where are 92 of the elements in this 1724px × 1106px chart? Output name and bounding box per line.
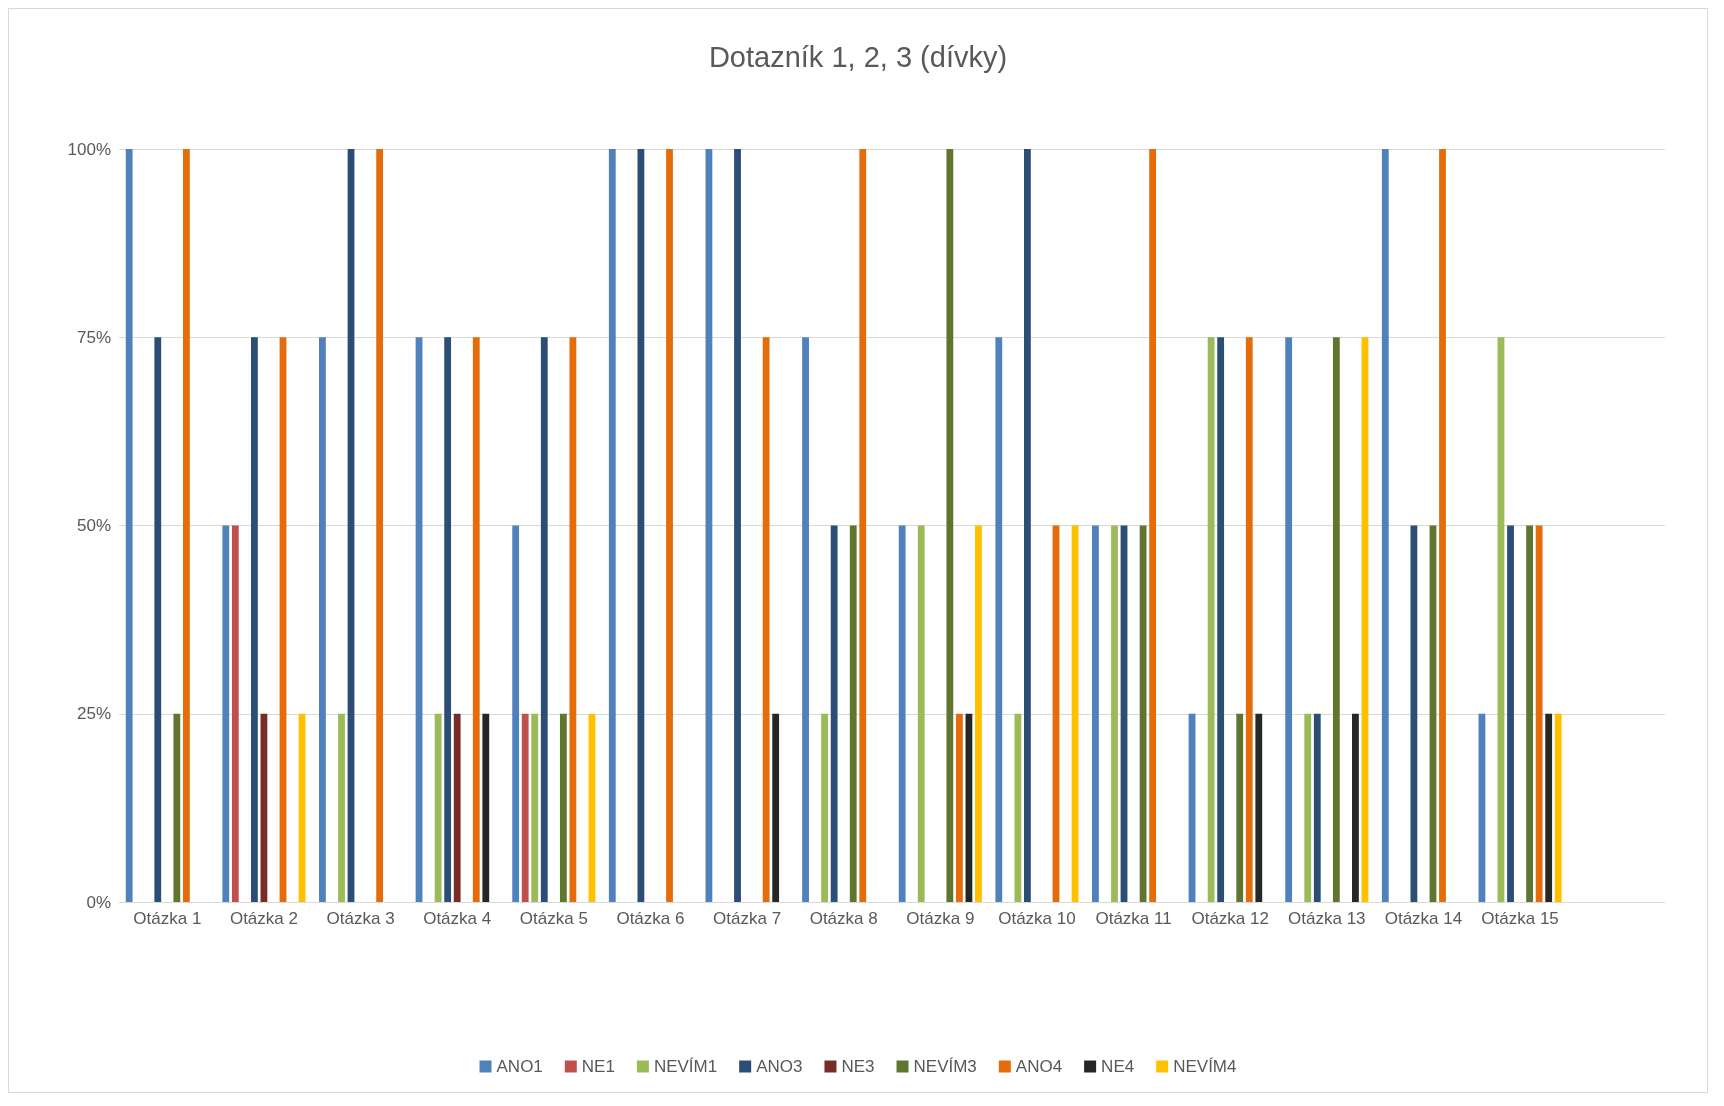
bar [1507,525,1514,902]
bar [762,337,770,902]
y-tick-label: 0% [86,892,111,912]
bar [251,337,258,902]
x-tick-label: Otázka 6 [616,909,685,928]
bar [1139,525,1147,902]
bar [802,337,809,902]
bar [1245,337,1253,902]
bar [1439,149,1446,902]
x-tick-label: Otázka 14 [1384,909,1463,928]
bar [1313,713,1321,902]
bar [338,713,345,902]
bar [1255,713,1263,902]
bar [319,337,326,902]
x-tick-label: Otázka 7 [713,909,782,928]
x-tick-label: Otázka 10 [998,909,1076,928]
x-tick-label: Otázka 2 [229,909,298,928]
bar [1149,149,1157,902]
bar [666,149,673,902]
bar [1526,525,1533,902]
bar [995,337,1003,902]
bar [182,149,190,902]
bar [154,337,162,902]
bar [917,525,925,902]
bar [772,713,780,902]
legend-label: NEVÍM1 [653,1057,718,1076]
bar [975,525,982,902]
legend-label: ANO1 [496,1057,543,1076]
bar [472,337,480,902]
x-tick-label: Otázka 4 [423,909,492,928]
legend-label: ANO4 [1015,1057,1063,1076]
y-tick-label: 50% [76,516,111,535]
bar [1207,337,1215,902]
x-tick-label: Otázka 1 [133,909,202,928]
bar [955,713,963,902]
x-tick-label: Otázka 5 [519,909,588,928]
bar [444,337,452,902]
bar [830,525,838,902]
bar [1111,525,1118,902]
bar [540,337,548,902]
legend-label: NEVÍM3 [913,1057,977,1076]
bar [1285,337,1293,902]
bar [1554,713,1562,902]
chart-title: Dotazník 1, 2, 3 (dívky) [708,40,1008,73]
bar [821,713,829,902]
bar [1545,713,1553,902]
x-tick-label: Otázka 13 [1288,909,1366,928]
bar [1024,149,1031,902]
bar [1092,525,1099,902]
bar [1014,713,1022,902]
bar [637,149,645,902]
bar [125,149,133,902]
bar [849,525,857,902]
bar [1332,337,1340,902]
bar [559,713,567,902]
bar [1304,713,1312,902]
bar [1236,713,1244,902]
bar [453,713,461,902]
bar [1410,525,1418,902]
bar [1535,525,1543,902]
bar [231,525,239,902]
bar [608,149,616,902]
bar [946,149,954,902]
legend-label: ANO3 [756,1057,803,1076]
y-tick-label: 25% [76,704,111,724]
x-tick-label: Otázka 15 [1481,909,1559,928]
x-tick-label: Otázka 9 [906,909,975,928]
bar [569,337,577,902]
bar [512,525,520,902]
bar [859,149,867,902]
bar [898,525,906,902]
bar [482,713,490,902]
x-tick-label: Otázka 11 [1095,909,1172,928]
x-tick-label: Otázka 3 [326,909,395,928]
bar [521,713,529,902]
bar [434,713,442,902]
legend-label: NE1 [581,1057,615,1076]
bar [734,149,741,902]
y-tick-label: 75% [76,327,111,347]
x-tick-label: Otázka 8 [809,909,878,928]
bar [376,149,384,902]
legend-label: NE3 [841,1057,875,1076]
bar [531,713,539,902]
bar [1381,149,1389,902]
x-tick-label: Otázka 12 [1191,909,1269,928]
bar [1352,713,1359,902]
legend-label: NE4 [1101,1057,1135,1076]
y-tick-label: 100% [67,139,111,159]
bar [1217,337,1225,902]
bar [173,713,181,902]
legend-label: NEVÍM4 [1173,1057,1237,1076]
bar [222,525,230,902]
